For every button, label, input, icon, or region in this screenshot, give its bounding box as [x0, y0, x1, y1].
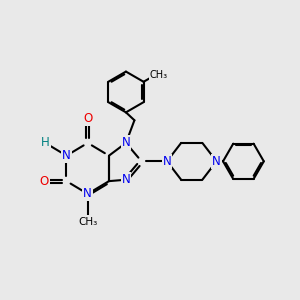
Text: N: N [62, 149, 71, 162]
Text: N: N [163, 155, 171, 168]
Text: O: O [83, 112, 92, 125]
Text: O: O [39, 175, 49, 188]
Text: N: N [122, 173, 130, 186]
Text: N: N [122, 136, 130, 149]
Text: CH₃: CH₃ [78, 217, 97, 226]
Text: N: N [83, 188, 92, 200]
Text: CH₃: CH₃ [150, 70, 168, 80]
Text: H: H [41, 136, 50, 149]
Text: N: N [212, 155, 221, 168]
